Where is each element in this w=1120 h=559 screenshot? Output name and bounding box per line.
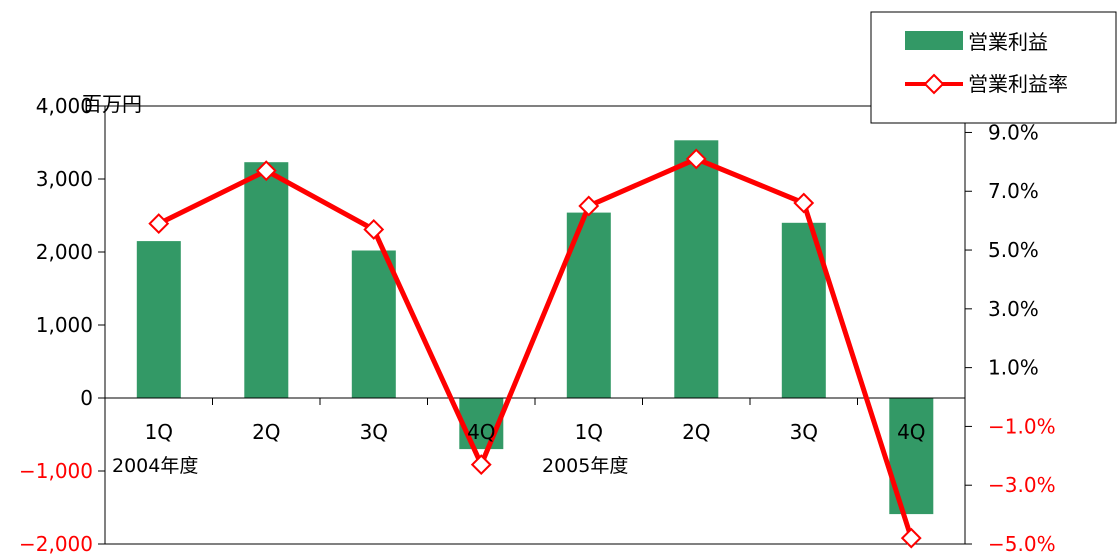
left-axis-tick-label: 1,000 [36,313,93,337]
left-axis: 4,000 3,000 2,000 1,000 0 −1,000 −2,000 [19,94,105,556]
category-label: 2Q [682,420,710,444]
category-label: 1Q [575,420,603,444]
bar-operating-profit [244,162,289,398]
right-axis-tick-label: −1.0% [988,414,1056,438]
operating-margin-point [685,148,707,170]
operating-margin-point [363,219,385,240]
operating-margin-point [470,454,492,476]
line-series [148,148,922,549]
bar-operating-profit [351,250,396,398]
left-axis-tick-label: −2,000 [19,532,93,556]
bar-operating-profit [674,140,719,399]
category-label: 3Q [790,420,818,444]
legend-bar-swatch [905,31,963,50]
plot-area [104,105,966,545]
left-axis-unit-label: 百万円 [82,92,142,116]
operating-margin-line [157,156,914,539]
right-axis-tick-label: 1.0% [988,356,1039,380]
bar-series [136,140,934,515]
right-axis-tick-label: 7.0% [988,179,1039,203]
legend-label-operating-margin: 営業利益率 [968,72,1068,96]
right-axis-tick-label: −3.0% [988,473,1056,497]
bar-operating-profit [136,241,181,398]
right-axis-tick-label: 9.0% [988,120,1039,144]
operating-margin-point [255,160,277,182]
legend-box [870,11,1117,124]
category-label: 4Q [467,420,495,444]
category-label: 3Q [360,420,388,444]
operating-margin-point [793,192,815,214]
operating-margin-point [578,195,600,217]
category-label: 4Q [897,420,925,444]
left-axis-tick-label: 0 [80,386,93,410]
left-axis-tick-label: −1,000 [19,459,93,483]
right-axis-tick-label: 5.0% [988,238,1039,262]
right-axis-tick-label: −5.0% [988,532,1056,556]
left-axis-tick-label: 2,000 [36,240,93,264]
left-axis-tick-label: 4,000 [36,94,93,118]
left-axis-tick-label: 3,000 [36,167,93,191]
right-axis-tick-label: 3.0% [988,297,1039,321]
category-axis: 1Q 2Q 3Q 4Q 1Q 2Q 3Q 4Q [104,398,966,444]
legend: 営業利益 営業利益率 [870,11,1117,124]
fiscal-year-label: 2004年度 [112,455,198,477]
category-label: 1Q [145,420,173,444]
operating-margin-point [900,527,922,549]
right-axis: 9.0% 7.0% 5.0% 3.0% 1.0% −1.0% −3.0% −5.0% [965,120,1056,556]
legend-label-operating-profit: 営業利益 [968,30,1048,54]
category-label: 2Q [252,420,280,444]
fiscal-year-label: 2005年度 [542,455,628,477]
operating-margin-point [148,213,170,234]
legend-diamond-marker [923,73,945,95]
